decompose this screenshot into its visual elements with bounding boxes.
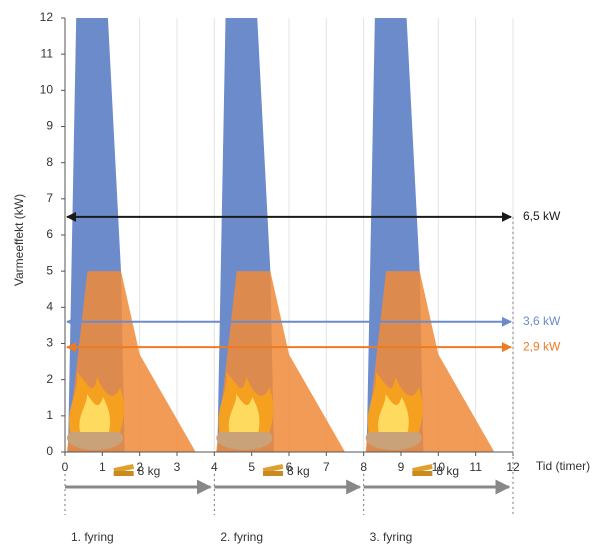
x-tick-label: 3	[174, 460, 181, 474]
reference-label: 2,9 kW	[523, 339, 561, 353]
y-tick-label: 11	[41, 46, 54, 60]
x-tick-label: 0	[62, 460, 69, 474]
firing-load: 8 kg	[287, 464, 310, 478]
y-tick-label: 4	[46, 300, 53, 314]
y-tick-label: 7	[46, 191, 53, 205]
x-tick-label: 4	[211, 460, 218, 474]
firing-label: 2. fyring	[220, 530, 263, 544]
x-axis-label: Tid (timer)	[536, 459, 590, 473]
reference-label: 3,6 kW	[523, 314, 561, 328]
y-tick-label: 0	[46, 444, 53, 458]
y-tick-label: 1	[46, 408, 53, 422]
x-tick-label: 11	[469, 460, 482, 474]
x-tick-label: 7	[323, 460, 330, 474]
y-tick-label: 12	[40, 10, 54, 24]
page: Varmeeffekt (kW) Tid (timer) 01234567891…	[0, 0, 603, 546]
x-tick-label: 5	[248, 460, 255, 474]
reference-label: 6,5 kW	[523, 209, 561, 223]
y-tick-label: 3	[46, 336, 53, 350]
y-tick-label: 9	[46, 119, 53, 133]
firing-label: 3. fyring	[370, 530, 413, 544]
y-tick-label: 2	[46, 372, 53, 386]
chart: Varmeeffekt (kW) Tid (timer) 01234567891…	[0, 0, 603, 546]
y-tick-label: 5	[46, 263, 53, 277]
wood-icon	[263, 471, 283, 476]
y-tick-label: 10	[40, 83, 54, 97]
wood-icon	[114, 471, 134, 476]
firing-load: 8 kg	[436, 464, 459, 478]
y-tick-label: 8	[46, 155, 53, 169]
x-tick-label: 8	[360, 460, 367, 474]
x-tick-label: 1	[99, 460, 106, 474]
firing-load: 8 kg	[138, 464, 161, 478]
x-tick-label: 9	[398, 460, 405, 474]
y-tick-label: 6	[46, 227, 53, 241]
wood-icon	[412, 471, 432, 476]
y-axis-label: Varmeeffekt (kW)	[12, 194, 26, 286]
firing-label: 1. fyring	[71, 530, 114, 544]
